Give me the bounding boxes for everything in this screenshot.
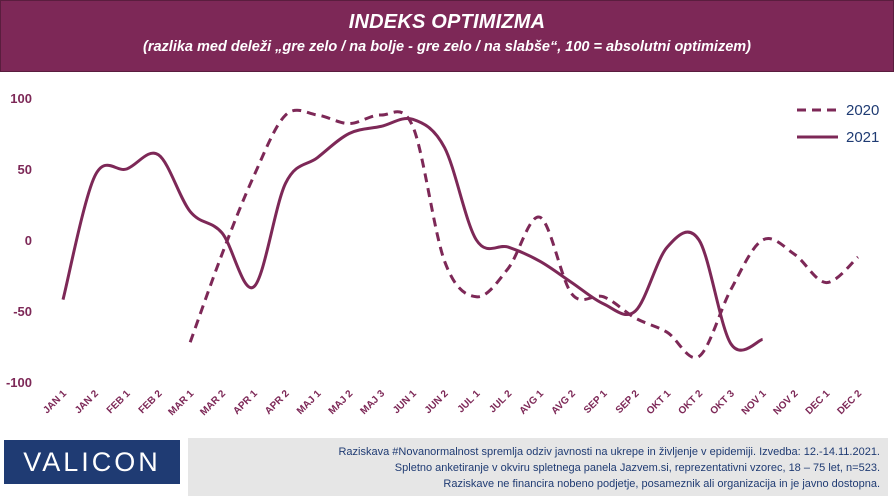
series-line-2021 bbox=[61, 116, 764, 352]
x-tick-label: MAR 1 bbox=[167, 388, 197, 418]
x-tick-label: MAJ 2 bbox=[327, 388, 356, 417]
x-tick-label: APR 1 bbox=[231, 388, 260, 417]
footer-note-line: Raziskave ne financira nobeno podjetje, … bbox=[443, 478, 880, 490]
x-tick-label: AVG 2 bbox=[549, 388, 578, 417]
x-tick-label: OKT 3 bbox=[708, 388, 737, 417]
footer-note: Raziskava #Novanormalnost spremlja odziv… bbox=[188, 438, 888, 496]
x-tick-label: SEP 1 bbox=[582, 388, 610, 416]
chart-header: INDEKS OPTIMIZMA (razlika med deleži „gr… bbox=[0, 0, 894, 72]
series-line-2020 bbox=[188, 108, 860, 360]
x-tick-label: APR 2 bbox=[263, 388, 292, 417]
x-tick-label: JUL 1 bbox=[456, 388, 483, 415]
footer-note-line: Spletno anketiranje v okviru spletnega p… bbox=[394, 462, 880, 474]
y-tick-label: 50 bbox=[18, 162, 32, 177]
x-tick-label: JAN 2 bbox=[73, 388, 101, 416]
legend-label-2021: 2021 bbox=[846, 129, 879, 146]
legend-label-2020: 2020 bbox=[846, 102, 879, 119]
footer-note-line: Raziskava #Novanormalnost spremlja odziv… bbox=[338, 446, 880, 458]
y-tick-label: -100 bbox=[6, 375, 32, 390]
x-tick-label: MAJ 3 bbox=[359, 388, 388, 417]
y-tick-label: -50 bbox=[13, 304, 32, 319]
x-tick-label: OKT 1 bbox=[645, 388, 674, 417]
x-tick-label: JUN 2 bbox=[423, 388, 451, 416]
x-tick-label: MAJ 1 bbox=[295, 388, 324, 417]
x-tick-label: DEC 2 bbox=[836, 388, 865, 417]
valicon-logo: VALICON bbox=[4, 440, 180, 484]
x-tick-label: DEC 1 bbox=[804, 388, 833, 417]
x-tick-label: FEB 2 bbox=[137, 388, 165, 416]
x-tick-label: NOV 2 bbox=[772, 388, 801, 417]
footer: VALICON Raziskava #Novanormalnost spreml… bbox=[0, 438, 894, 500]
x-tick-label: SEP 2 bbox=[614, 388, 642, 416]
y-tick-label: 100 bbox=[10, 91, 32, 106]
chart-subtitle: (razlika med deleži „gre zelo / na bolje… bbox=[143, 39, 751, 55]
x-tick-label: OKT 2 bbox=[677, 388, 706, 417]
x-tick-label: FEB 1 bbox=[105, 388, 133, 416]
x-tick-label: AVG 1 bbox=[518, 388, 547, 417]
chart-title: INDEKS OPTIMIZMA bbox=[348, 11, 546, 33]
x-tick-label: JAN 1 bbox=[41, 388, 69, 416]
x-tick-label: NOV 1 bbox=[740, 388, 769, 417]
x-tick-label: JUN 1 bbox=[391, 388, 419, 416]
y-tick-label: 0 bbox=[25, 233, 32, 248]
x-tick-label: MAR 2 bbox=[198, 388, 228, 418]
x-tick-label: JUL 2 bbox=[487, 388, 514, 415]
